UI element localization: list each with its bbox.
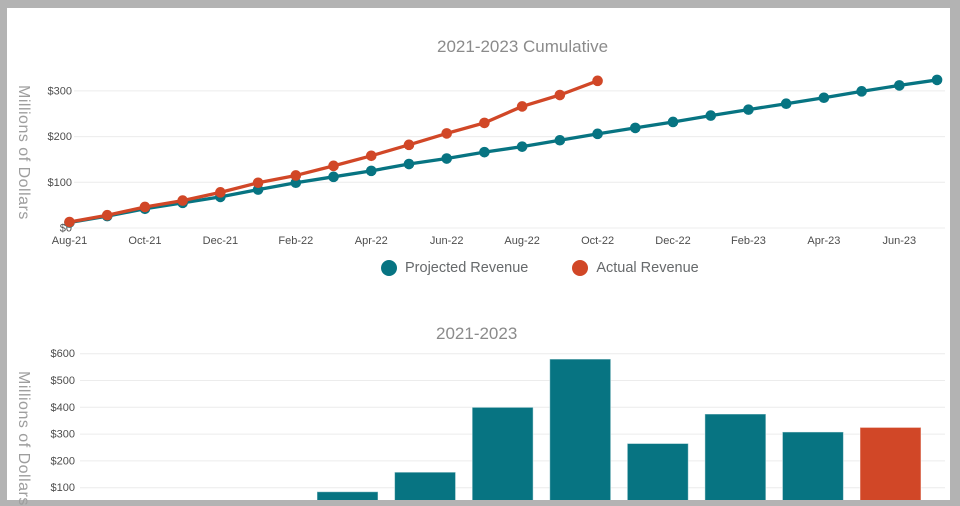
x-axis-tick-label: Oct-22	[581, 235, 614, 247]
y-axis-tick-label: $500	[51, 375, 75, 387]
data-point-actual	[592, 75, 603, 87]
y-axis-tick-label: $300	[51, 429, 75, 441]
y-axis-tick-label: $600	[51, 348, 75, 360]
data-point-projected	[780, 98, 792, 109]
data-point-projected	[592, 128, 603, 140]
data-point-actual	[177, 195, 188, 206]
bar	[549, 358, 612, 500]
data-point-projected	[290, 177, 302, 189]
x-axis-tick-label: Apr-22	[355, 235, 388, 247]
cumulative-chart-title: 2021-2023 Cumulative	[437, 37, 609, 56]
data-point-actual	[64, 216, 75, 228]
data-point-projected	[328, 171, 339, 183]
bar	[394, 471, 457, 500]
data-point-actual	[101, 209, 113, 221]
x-axis-tick-label: Aug-22	[504, 235, 539, 247]
data-point-projected	[479, 146, 490, 158]
data-point-projected	[365, 165, 377, 177]
data-point-actual	[516, 101, 528, 112]
series-line-projected	[67, 78, 939, 225]
y-axis-tick-label: $300	[48, 85, 72, 97]
data-point-projected	[705, 110, 717, 121]
legend-label-actual-revenue: Actual Revenue	[596, 260, 699, 276]
data-point-projected	[630, 122, 641, 134]
x-axis-tick-label: Jun-22	[430, 235, 464, 247]
data-point-actual	[554, 89, 566, 101]
bar	[704, 413, 767, 500]
revenue-bar-chart[interactable]: $100 $200 $300 $400 $500 $600	[0, 300, 960, 500]
bar	[471, 406, 534, 500]
y-axis-tick-label: $400	[51, 402, 75, 414]
x-axis-tick-label: Dec-21	[203, 235, 238, 247]
series-line-actual	[67, 79, 600, 224]
data-point-projected	[667, 116, 679, 128]
data-point-actual	[328, 160, 339, 172]
data-point-projected	[516, 141, 528, 152]
y-axis-tick-label: $200	[48, 131, 72, 143]
legend-item-projected-revenue[interactable]: Projected Revenue	[381, 260, 528, 276]
data-point-actual	[139, 201, 151, 213]
data-point-projected	[818, 92, 830, 104]
data-point-projected	[554, 134, 566, 146]
actual-revenue-marker-icon	[572, 260, 589, 276]
x-axis-tick-label: Aug-21	[52, 235, 87, 247]
data-point-projected	[403, 158, 415, 170]
data-point-projected	[894, 80, 905, 91]
data-point-actual	[365, 150, 377, 162]
x-axis-tick-label: Feb-22	[278, 235, 313, 247]
chart-legend: Projected Revenue Actual Revenue	[381, 258, 699, 278]
bar-chart-title: 2021-2023	[436, 324, 518, 343]
projected-revenue-marker-icon	[381, 260, 397, 276]
data-point-actual	[403, 139, 415, 151]
data-point-actual	[479, 117, 490, 129]
data-point-projected	[743, 104, 754, 115]
y-axis-tick-label: $100	[51, 482, 75, 494]
data-point-projected	[441, 153, 453, 164]
bar	[316, 491, 379, 500]
data-point-actual	[252, 177, 264, 189]
x-axis-tick-label: Dec-22	[655, 235, 690, 247]
data-point-projected	[856, 86, 867, 97]
x-axis-tick-label: Jun-23	[883, 235, 917, 247]
bar	[781, 431, 844, 500]
legend-item-actual-revenue[interactable]: Actual Revenue	[572, 260, 699, 276]
cumulative-chart-y-axis-title: Millions of Dollars	[15, 85, 32, 220]
legend-label-projected-revenue: Projected Revenue	[405, 260, 529, 276]
data-point-actual	[441, 128, 453, 139]
x-axis-tick-label: Oct-21	[128, 235, 161, 247]
bar	[626, 442, 689, 500]
data-point-actual	[215, 187, 226, 198]
data-point-actual	[290, 170, 302, 181]
x-axis-tick-label: Feb-23	[731, 235, 766, 247]
bar	[859, 426, 922, 500]
x-axis-tick-label: Apr-23	[807, 235, 840, 247]
y-axis-tick-label: $200	[51, 455, 75, 467]
y-axis-tick-label: $100	[48, 177, 72, 189]
data-point-projected	[931, 74, 943, 86]
bar-chart-y-axis-title: Millions of Dollars	[15, 371, 32, 506]
